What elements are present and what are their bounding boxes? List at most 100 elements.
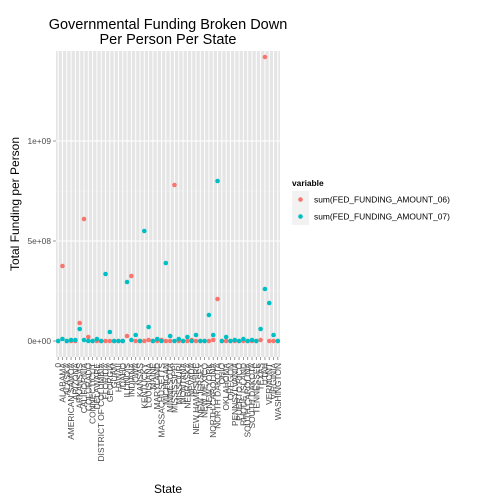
x-tick-label: UTAH: [260, 363, 270, 385]
x-tick-label: NORTH DAKOTA: [213, 363, 223, 429]
x-tick-label: HAWAII: [113, 363, 123, 392]
x-tick-label: INDIANA: [126, 363, 136, 397]
data-point-series-2: [180, 338, 186, 344]
data-point-series-2: [219, 338, 225, 344]
data-point-series-1: [167, 338, 173, 344]
data-point-series-2: [172, 338, 177, 344]
data-point-series-2: [266, 300, 272, 306]
x-tick-label: IOWA: [131, 363, 141, 385]
data-point-series-2: [124, 279, 130, 285]
x-tick-label: WASHINGTON: [273, 363, 283, 420]
data-point-series-2: [223, 334, 229, 340]
y-tick-label: 1e+09: [27, 136, 51, 146]
data-point-series-1: [271, 338, 276, 344]
data-point-series-2: [215, 178, 220, 184]
data-point-series-1: [185, 338, 190, 344]
x-tick-label: VERMONT: [264, 363, 274, 405]
data-point-series-2: [133, 332, 138, 338]
x-tick-label: ARIZONA: [70, 363, 80, 401]
x-tick-label: MICHIGAN: [161, 363, 171, 405]
x-tick-label: KANSAS: [135, 363, 145, 397]
x-tick-label: ILLINOIS: [122, 363, 132, 398]
data-point-series-2: [159, 338, 164, 344]
x-tick-label: MARYLAND: [152, 363, 162, 409]
data-point-series-2: [193, 332, 199, 338]
data-point-series-1: [129, 273, 134, 279]
data-point-series-1: [142, 338, 147, 344]
x-tick-label: PENNSYLVANIA: [230, 363, 240, 426]
x-tick-label: MINNESOTA: [165, 363, 175, 413]
x-tick-label: NEW MEXICO: [200, 363, 210, 418]
x-tick-label: LOUISIANA: [144, 363, 154, 408]
x-tick-label: OKLAHOMA: [221, 363, 231, 411]
data-point-series-1: [107, 338, 113, 344]
plot-panel: [56, 51, 280, 357]
data-point-series-2: [120, 338, 126, 344]
data-point-series-2: [189, 338, 194, 344]
x-tick-label: TENNESSEE: [251, 363, 261, 414]
x-tick-label: AMERICAN SAMOA: [66, 363, 76, 440]
legend-key-06: [298, 197, 303, 202]
x-tick-label: CALIFORNIA: [79, 363, 89, 414]
x-tick-label: FLORIDA: [101, 363, 111, 400]
x-tick-label: MONTANA: [178, 363, 188, 405]
data-point-series-2: [167, 333, 173, 339]
data-point-series-1: [193, 338, 199, 344]
x-tick-label: NEW HAMPSHIRE: [191, 363, 201, 435]
data-point-series-1: [86, 334, 91, 340]
data-point-series-2: [236, 338, 242, 344]
x-tick-label: ALASKA: [62, 363, 72, 396]
data-point-series-2: [73, 337, 78, 343]
data-point-series-2: [163, 260, 169, 266]
x-tick-label: NEW YORK: [204, 363, 214, 409]
data-point-series-1: [60, 263, 65, 269]
data-point-series-2: [64, 338, 70, 344]
data-point-series-1: [206, 338, 212, 344]
data-point-series-2: [86, 338, 91, 344]
grid-lines: [56, 51, 280, 357]
x-tick-label: GEORGIA: [105, 363, 115, 403]
x-tick-label: MISSOURI: [174, 363, 184, 404]
data-point-series-2: [81, 337, 87, 343]
data-point-series-2: [77, 326, 82, 332]
x-tick-label: CONNECTICUT: [88, 363, 98, 424]
data-point-series-2: [210, 332, 216, 338]
x-tick-label: KENTUCKY: [139, 363, 149, 409]
data-point-series-1: [172, 182, 177, 188]
data-point-series-2: [185, 334, 190, 340]
data-point-series-2: [245, 338, 250, 344]
data-point-series-2: [275, 338, 281, 344]
data-point-series-2: [262, 286, 268, 292]
data-point-series-2: [241, 336, 246, 342]
x-tick-label: MAINE: [148, 363, 158, 390]
data-point-series-2: [254, 338, 259, 344]
chart-title-line-1: Governmental Funding Broken Down: [49, 17, 288, 33]
data-point-series-2: [142, 228, 147, 234]
data-point-series-1: [163, 338, 169, 344]
x-tick-label: OHIO: [217, 363, 227, 385]
data-point-series-2: [176, 336, 182, 342]
data-point-series-2: [271, 332, 276, 338]
data-point-series-1: [103, 338, 108, 344]
data-point-series-1: [262, 54, 268, 60]
data-point-series-2: [232, 337, 238, 343]
legend-label-07: sum(FED_FUNDING_AMOUNT_07): [314, 212, 450, 222]
data-point-series-2: [98, 338, 104, 344]
x-tick-label: NEBRASKA: [182, 363, 192, 409]
x-axis-title: State: [154, 482, 182, 496]
y-axis-title: Total Funding per Person: [8, 137, 22, 271]
data-point-series-2: [103, 271, 108, 277]
data-point-series-2: [146, 324, 151, 330]
legend-key-07: [298, 214, 303, 219]
data-point-series-1: [124, 333, 130, 339]
x-tick-label: MASSACHUSETTS: [157, 363, 167, 438]
data-point-series-2: [150, 338, 156, 344]
y-tick-label: 5e+08: [27, 236, 51, 246]
x-tick-label: IDAHO: [118, 363, 128, 390]
data-point-series-2: [202, 338, 207, 344]
x-tick-label: DELAWARE: [92, 363, 102, 410]
data-point-series-1: [81, 216, 87, 222]
data-point-series-2: [154, 336, 160, 342]
data-point-series-2: [249, 337, 255, 343]
